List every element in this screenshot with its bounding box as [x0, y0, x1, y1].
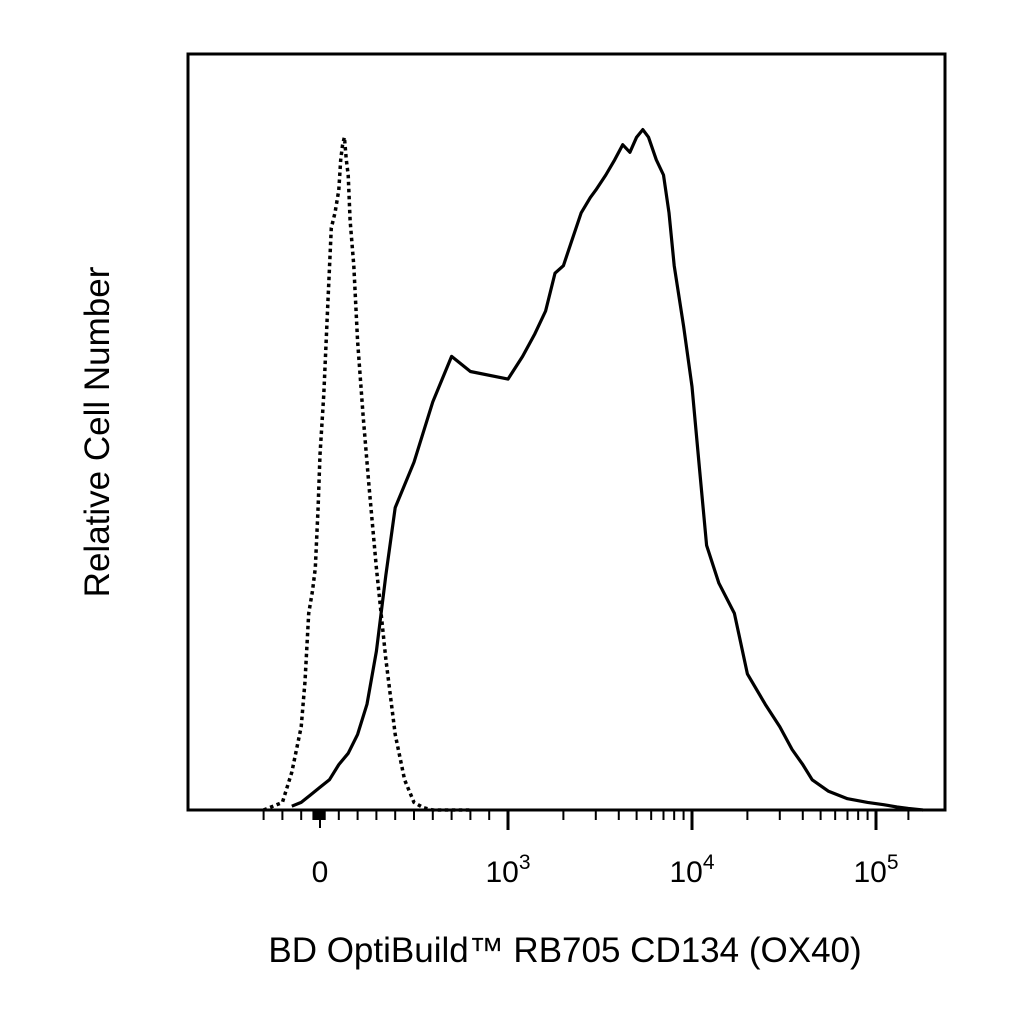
x-axis-tick-labels: 0 103 104 105: [312, 851, 899, 889]
plot-frame: [186, 52, 947, 812]
x-axis-ticks: [262, 810, 910, 830]
x-tick-label: 0: [312, 856, 329, 889]
x-tick-label: 105: [853, 851, 898, 889]
x-axis-label: BD OptiBuild™ RB705 CD134 (OX40): [268, 931, 861, 970]
x-tick-label: 103: [485, 851, 530, 889]
histogram-curves: [262, 128, 924, 812]
histogram-series-solid-1: [291, 128, 924, 812]
histogram-series-dotted-0: [262, 135, 471, 812]
y-axis-label: Relative Cell Number: [78, 266, 117, 597]
x-tick-label: 104: [669, 851, 714, 889]
